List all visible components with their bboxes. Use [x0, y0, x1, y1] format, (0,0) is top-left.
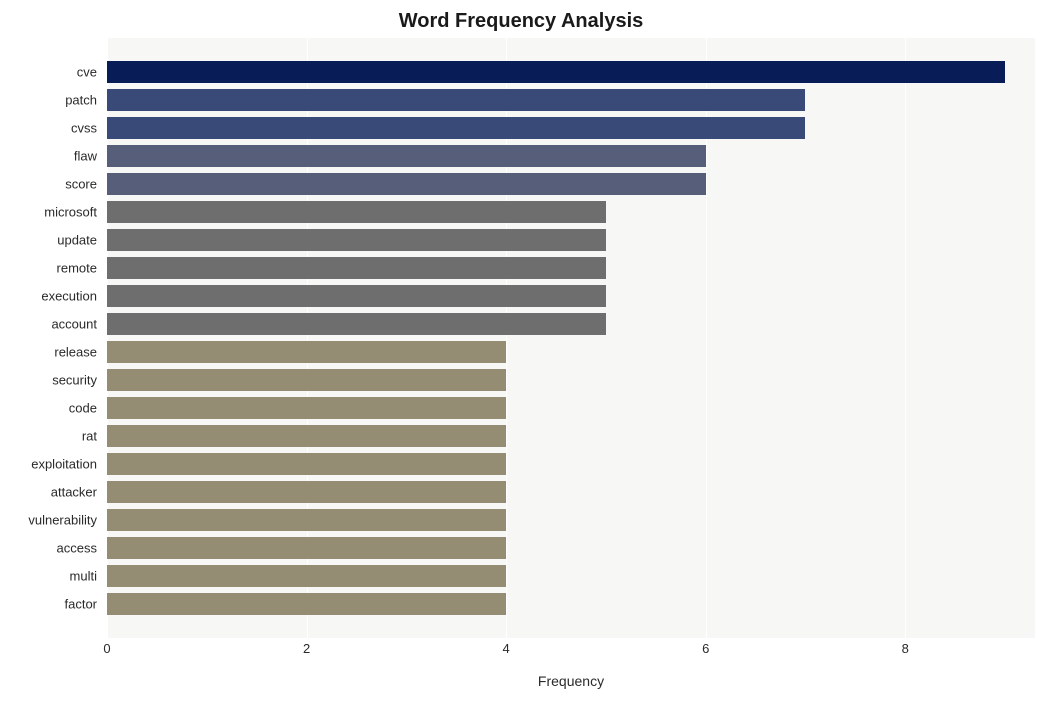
y-axis-label: vulnerability — [28, 513, 97, 528]
y-axis-label: multi — [70, 569, 97, 584]
y-axis-label: remote — [57, 261, 97, 276]
chart-container: Word Frequency Analysis cve patch cvss flaw… — [0, 0, 1042, 701]
bar — [107, 369, 506, 391]
y-axis-label: account — [51, 317, 97, 332]
x-axis-label: Frequency — [107, 673, 1035, 689]
y-axis-label: rat — [82, 429, 97, 444]
bar — [107, 313, 606, 335]
bar — [107, 425, 506, 447]
bar — [107, 61, 1005, 83]
x-axis-tick: 0 — [103, 641, 110, 656]
y-axis-label: execution — [41, 289, 97, 304]
y-axis-label: update — [57, 233, 97, 248]
y-axis-label: attacker — [51, 485, 97, 500]
gridline — [905, 38, 906, 638]
x-axis-tick: 8 — [902, 641, 909, 656]
bar — [107, 229, 606, 251]
y-axis-label: flaw — [74, 149, 97, 164]
chart-title: Word Frequency Analysis — [0, 10, 1042, 33]
y-axis-label: patch — [65, 93, 97, 108]
y-axis-label: score — [65, 177, 97, 192]
bar — [107, 89, 805, 111]
bar — [107, 145, 706, 167]
y-axis-label: security — [52, 373, 97, 388]
y-axis-label: access — [57, 541, 97, 556]
x-axis: 02468 — [107, 641, 1035, 671]
bar — [107, 341, 506, 363]
bar — [107, 565, 506, 587]
y-axis-label: code — [69, 401, 97, 416]
bar — [107, 481, 506, 503]
y-axis-label: cvss — [71, 121, 97, 136]
bar — [107, 201, 606, 223]
bar — [107, 509, 506, 531]
x-axis-tick: 4 — [503, 641, 510, 656]
x-axis-tick: 6 — [702, 641, 709, 656]
y-axis-label: factor — [64, 597, 97, 612]
y-axis-label: release — [54, 345, 97, 360]
bar — [107, 257, 606, 279]
bar — [107, 173, 706, 195]
x-axis-tick: 2 — [303, 641, 310, 656]
y-axis-label: cve — [77, 65, 97, 80]
y-axis-label: exploitation — [31, 457, 97, 472]
plot-area — [107, 38, 1035, 638]
y-axis-label: microsoft — [44, 205, 97, 220]
bar — [107, 117, 805, 139]
bar — [107, 397, 506, 419]
y-axis: cve patch cvss flaw score microsoft update remo… — [0, 38, 102, 638]
bar — [107, 537, 506, 559]
bar — [107, 593, 506, 615]
bar — [107, 285, 606, 307]
bar — [107, 453, 506, 475]
